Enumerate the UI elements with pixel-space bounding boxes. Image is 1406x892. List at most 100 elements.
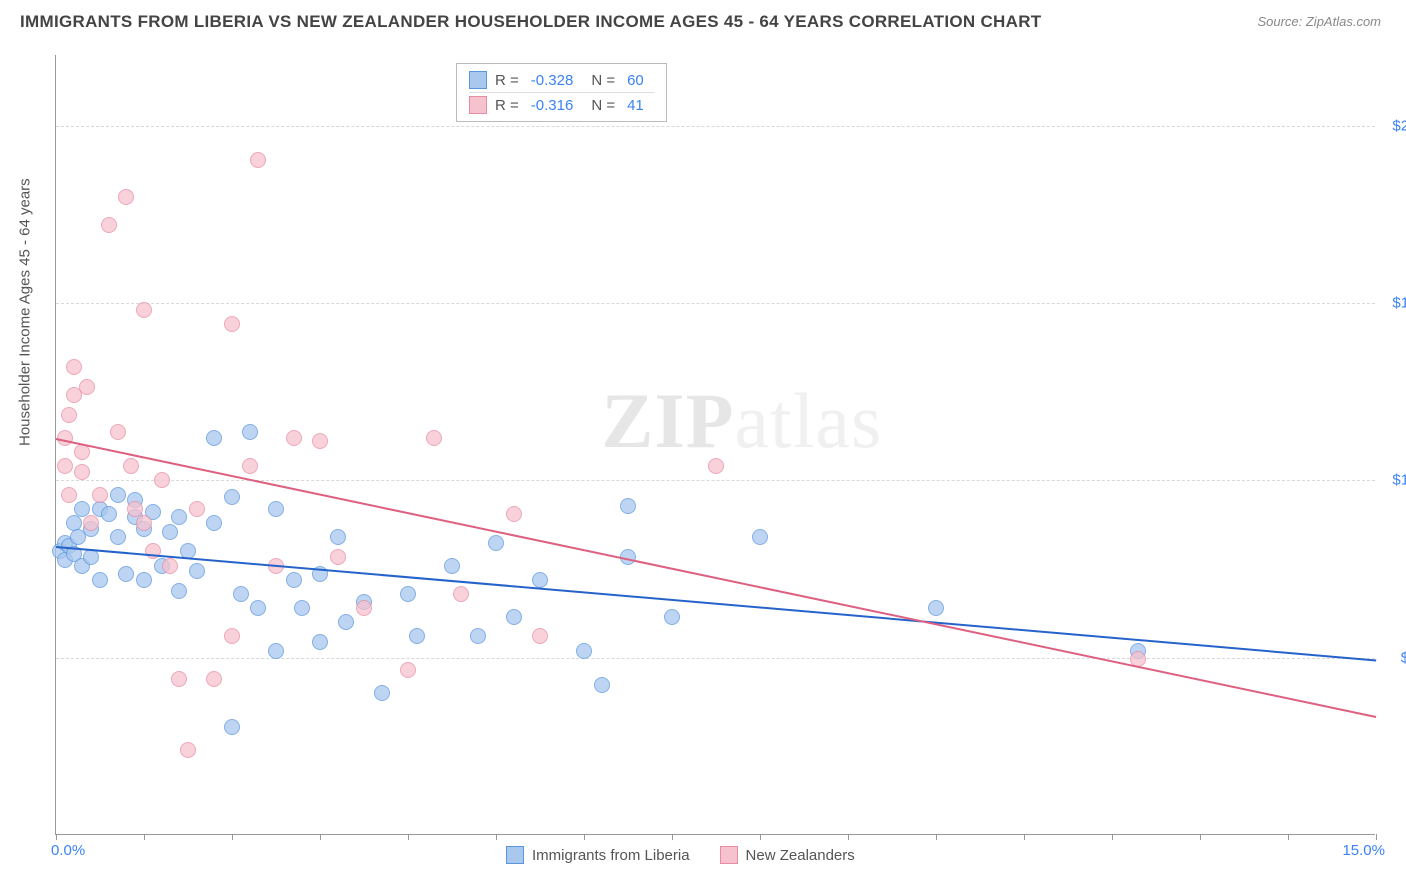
data-point	[92, 487, 108, 503]
source-attribution: Source: ZipAtlas.com	[1257, 14, 1381, 29]
scatter-chart: ZIPatlas R =-0.328N =60R =-0.316N =41 Im…	[55, 55, 1375, 835]
data-point	[61, 407, 77, 423]
data-point	[162, 524, 178, 540]
correlation-legend: R = -0.328 N = 60R = -0.316 N = 41	[456, 63, 667, 122]
data-point	[57, 458, 73, 474]
data-point	[206, 515, 222, 531]
data-point	[752, 529, 768, 545]
data-point	[171, 671, 187, 687]
data-point	[664, 609, 680, 625]
data-point	[928, 600, 944, 616]
y-axis-title: Householder Income Ages 45 - 64 years	[17, 178, 34, 446]
data-point	[206, 430, 222, 446]
data-point	[101, 506, 117, 522]
data-point	[83, 515, 99, 531]
data-point	[79, 379, 95, 395]
data-point	[594, 677, 610, 693]
legend-swatch	[720, 846, 738, 864]
legend-swatch	[469, 96, 487, 114]
legend-stat-row: R =-0.316N =41	[469, 92, 654, 117]
data-point	[123, 458, 139, 474]
data-point	[532, 572, 548, 588]
data-point	[506, 609, 522, 625]
data-point	[224, 489, 240, 505]
x-tick	[584, 834, 585, 840]
data-point	[92, 572, 108, 588]
x-tick	[1376, 834, 1377, 840]
r-label: R =	[495, 72, 519, 89]
x-tick	[496, 834, 497, 840]
x-tick	[1200, 834, 1201, 840]
n-label: N =	[591, 72, 615, 89]
data-point	[330, 529, 346, 545]
gridline	[56, 658, 1375, 659]
data-point	[145, 543, 161, 559]
x-tick	[936, 834, 937, 840]
watermark-bold: ZIP	[601, 377, 734, 464]
data-point	[118, 189, 134, 205]
x-tick	[760, 834, 761, 840]
x-tick	[1024, 834, 1025, 840]
data-point	[400, 662, 416, 678]
data-point	[286, 430, 302, 446]
data-point	[242, 424, 258, 440]
data-point	[488, 535, 504, 551]
y-tick-label: $187,500	[1380, 295, 1406, 312]
data-point	[409, 628, 425, 644]
data-point	[312, 433, 328, 449]
data-point	[66, 359, 82, 375]
data-point	[470, 628, 486, 644]
chart-title: IMMIGRANTS FROM LIBERIA VS NEW ZEALANDER…	[20, 12, 1041, 32]
data-point	[224, 719, 240, 735]
data-point	[426, 430, 442, 446]
n-value: 60	[627, 72, 644, 89]
data-point	[400, 586, 416, 602]
data-point	[250, 600, 266, 616]
data-point	[444, 558, 460, 574]
data-point	[110, 529, 126, 545]
data-point	[374, 685, 390, 701]
series-legend: Immigrants from LiberiaNew Zealanders	[506, 846, 855, 864]
legend-series-item: New Zealanders	[720, 846, 855, 864]
y-tick-label: $250,000	[1380, 117, 1406, 134]
data-point	[250, 152, 266, 168]
data-point	[224, 316, 240, 332]
data-point	[506, 506, 522, 522]
n-label: N =	[591, 97, 615, 114]
data-point	[268, 501, 284, 517]
r-value: -0.316	[531, 97, 574, 114]
watermark: ZIPatlas	[601, 376, 882, 466]
data-point	[110, 487, 126, 503]
data-point	[171, 583, 187, 599]
data-point	[171, 509, 187, 525]
x-tick	[672, 834, 673, 840]
data-point	[356, 600, 372, 616]
legend-stat-row: R = -0.328 N = 60	[469, 68, 654, 92]
data-point	[101, 217, 117, 233]
x-tick	[1112, 834, 1113, 840]
x-tick	[232, 834, 233, 840]
legend-swatch	[469, 71, 487, 89]
r-value: -0.328	[531, 72, 574, 89]
n-value: 41	[627, 97, 644, 114]
data-point	[189, 563, 205, 579]
x-tick	[1288, 834, 1289, 840]
x-tick	[408, 834, 409, 840]
data-point	[61, 487, 77, 503]
data-point	[294, 600, 310, 616]
data-point	[233, 586, 249, 602]
x-axis-max-label: 15.0%	[1342, 842, 1385, 859]
data-point	[180, 742, 196, 758]
data-point	[206, 671, 222, 687]
data-point	[74, 464, 90, 480]
data-point	[268, 643, 284, 659]
gridline	[56, 303, 1375, 304]
data-point	[620, 498, 636, 514]
data-point	[532, 628, 548, 644]
data-point	[136, 572, 152, 588]
data-point	[453, 586, 469, 602]
data-point	[189, 501, 205, 517]
y-tick-label: $125,000	[1380, 472, 1406, 489]
data-point	[118, 566, 134, 582]
data-point	[576, 643, 592, 659]
